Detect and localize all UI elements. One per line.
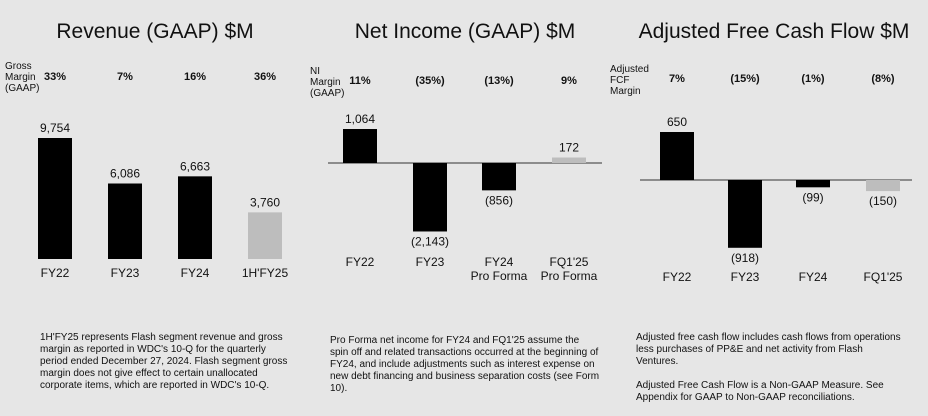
net-income-footnote: Pro Forma net income for FY24 and FQ1'25… <box>330 335 600 394</box>
category-label: FY23 <box>111 266 140 280</box>
value-label: 6,086 <box>110 167 140 181</box>
margin-label: 36% <box>254 71 276 83</box>
margin-label: 11% <box>349 75 371 87</box>
bar-fy22 <box>38 138 72 259</box>
margin-label: (35%) <box>415 75 445 87</box>
margin-label: (8%) <box>871 73 895 85</box>
category-label: FY24 <box>181 266 210 280</box>
bar-fy24 <box>482 163 516 191</box>
category-label: FY24 <box>799 270 828 284</box>
category-label: FQ1'25 <box>550 255 589 269</box>
category-label: FY22 <box>346 255 375 269</box>
value-label: 650 <box>667 115 687 129</box>
ni-margin-label: NI Margin (GAAP) <box>310 66 345 99</box>
bar-fy24 <box>796 180 830 188</box>
fcf-title: Adjusted Free Cash Flow $M <box>638 20 910 43</box>
value-label: (150) <box>869 194 897 208</box>
category-label: FY23 <box>731 270 760 284</box>
category-label: FY22 <box>41 266 70 280</box>
revenue-title: Revenue (GAAP) $M <box>56 20 254 43</box>
value-label: 172 <box>559 141 579 155</box>
category-label: 1H'FY25 <box>242 266 289 280</box>
margin-label: 16% <box>184 71 206 83</box>
margin-label: (1%) <box>801 73 825 85</box>
category-label: FY23 <box>416 255 445 269</box>
bar-fy23 <box>728 180 762 248</box>
bar-1h-fy25 <box>248 212 282 259</box>
bar-fy22 <box>660 132 694 180</box>
margin-label: 7% <box>117 71 133 83</box>
bar-fy24 <box>178 176 212 259</box>
value-label: 9,754 <box>40 121 70 135</box>
value-label: (99) <box>802 190 823 204</box>
net-income-panel: Net Income (GAAP) $M NI Margin (GAAP) 1,… <box>310 0 620 414</box>
value-label: (2,143) <box>411 234 449 248</box>
value-label: (918) <box>731 251 759 265</box>
gross-margin-label: Gross Margin (GAAP) <box>5 61 40 94</box>
bar-fy23 <box>108 183 142 259</box>
category-label: FY24 <box>485 255 514 269</box>
margin-label: 7% <box>669 73 685 85</box>
value-label: 3,760 <box>250 195 280 209</box>
category-label: FY22 <box>663 270 692 284</box>
revenue-footnote: 1H'FY25 represents Flash segment revenue… <box>40 332 288 391</box>
value-label: (856) <box>485 193 513 207</box>
margin-label: 33% <box>44 71 66 83</box>
revenue-panel: Revenue (GAAP) $M Gross Margin (GAAP) 9,… <box>0 0 310 414</box>
value-label: 1,064 <box>345 112 375 126</box>
margin-label: (15%) <box>730 73 760 85</box>
fcf-footnote: Adjusted free cash flow includes cash fl… <box>636 332 901 403</box>
fcf-chart: 650 7% FY22 (918) (15%) FY23 (99) (1%) FY24 (150)… <box>640 73 912 284</box>
category-label: Pro Forma <box>541 269 598 283</box>
net-income-chart: 1,064 11% FY22 (2,143) (35%) FY23 (856) (13%) FY… <box>328 75 602 283</box>
bar-fq1-25 <box>866 180 900 192</box>
fcf-panel: Adjusted Free Cash Flow $M Adjusted FCF … <box>610 0 928 414</box>
net-income-title: Net Income (GAAP) $M <box>354 20 576 43</box>
bar-fy23 <box>413 163 447 232</box>
bar-fq1-25 <box>552 157 586 163</box>
value-label: 6,663 <box>180 159 210 173</box>
margin-label: 9% <box>561 75 577 87</box>
fcf-margin-label: Adjusted FCF Margin <box>610 64 649 97</box>
revenue-chart: 9,754 33% FY22 6,086 7% FY23 6,663 16% FY24 3,760… <box>38 71 289 280</box>
margin-label: (13%) <box>484 75 514 87</box>
bar-fy22 <box>343 129 377 163</box>
category-label: FQ1'25 <box>864 270 903 284</box>
category-label: Pro Forma <box>471 269 528 283</box>
